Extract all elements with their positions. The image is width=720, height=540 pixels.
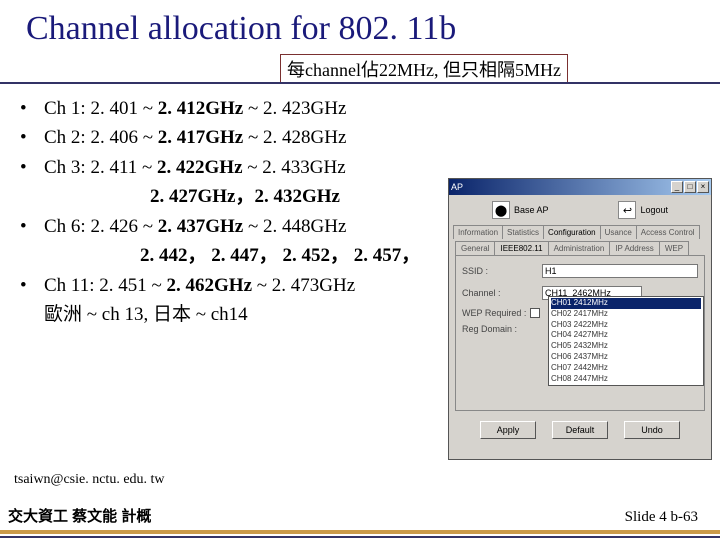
line-ch6: Ch 6: 2. 426 ~ 2. 437GHz ~ 2. 448GHz: [44, 212, 346, 241]
wep-label: WEP Required :: [462, 308, 526, 318]
tab-statistics[interactable]: Statistics: [502, 225, 544, 239]
slide-title: Channel allocation for 802. 11b: [0, 10, 720, 48]
subtab-general[interactable]: General: [455, 241, 495, 255]
list-item[interactable]: CH06 2437MHz: [551, 352, 701, 363]
list-item[interactable]: CH07 2442MHz: [551, 363, 701, 374]
subtab-ieee[interactable]: IEEE802.11: [494, 241, 548, 255]
line-region: 歐洲 ~ ch 13, 日本 ~ ch14: [20, 300, 420, 329]
footer-bar2: [0, 536, 720, 538]
undo-button[interactable]: Undo: [624, 421, 680, 439]
config-window: AP _ □ × ⬤Base AP ↩Logout Information St…: [448, 178, 712, 460]
footer-bar: [0, 530, 720, 534]
top-item-base[interactable]: ⬤Base AP: [492, 201, 549, 219]
tab-configuration[interactable]: Configuration: [543, 225, 601, 239]
list-item[interactable]: CH03 2422MHz: [551, 320, 701, 331]
ssid-input[interactable]: [542, 264, 698, 278]
default-button[interactable]: Default: [552, 421, 608, 439]
line-ch3: Ch 3: 2. 411 ~ 2. 422GHz ~ 2. 433GHz: [44, 153, 346, 182]
list-item[interactable]: CH08 2447MHz: [551, 374, 701, 385]
logout-icon: ↩: [618, 201, 636, 219]
content-area: •Ch 1: 2. 401 ~ 2. 412GHz ~ 2. 423GHz •C…: [20, 94, 420, 330]
line-ch1: Ch 1: 2. 401 ~ 2. 412GHz ~ 2. 423GHz: [44, 94, 346, 123]
reg-label: Reg Domain :: [462, 324, 517, 334]
tab-upgrade[interactable]: Usance: [600, 225, 637, 239]
tab-information[interactable]: Information: [453, 225, 503, 239]
maximize-icon[interactable]: □: [684, 181, 696, 193]
main-tabs: Information Statistics Configuration Usa…: [449, 225, 711, 239]
config-panel: SSID : Channel : WEP Required : Reg Doma…: [455, 255, 705, 411]
subtitle-box: 每channel佔22MHz, 但只相隔5MHz: [280, 54, 568, 84]
line-extra1: 2. 427GHz，2. 432GHz: [150, 186, 340, 207]
window-title: AP: [451, 182, 463, 192]
wep-checkbox[interactable]: [530, 308, 540, 318]
email-text: tsaiwn@csie. nctu. edu. tw: [14, 472, 165, 488]
footer-left: 交大資工 蔡文能 計概: [8, 505, 151, 526]
line-extra2: 2. 442， 2. 447， 2. 452， 2. 457，: [140, 245, 420, 266]
list-item[interactable]: CH02 2417MHz: [551, 309, 701, 320]
channel-label: Channel :: [462, 288, 542, 298]
subtab-ip[interactable]: IP Address: [609, 241, 660, 255]
base-icon: ⬤: [492, 201, 510, 219]
subtab-wep[interactable]: WEP: [659, 241, 689, 255]
channel-listbox[interactable]: CH01 2412MHz CH02 2417MHz CH03 2422MHz C…: [548, 296, 704, 386]
list-item[interactable]: CH09 2452MHz: [551, 384, 701, 386]
sub-tabs: General IEEE802.11 Administration IP Add…: [449, 241, 711, 255]
top-item-logout[interactable]: ↩Logout: [618, 201, 668, 219]
close-icon[interactable]: ×: [697, 181, 709, 193]
list-item[interactable]: CH01 2412MHz: [551, 298, 701, 309]
line-ch11: Ch 11: 2. 451 ~ 2. 462GHz ~ 2. 473GHz: [44, 271, 355, 300]
divider: [0, 82, 720, 84]
ssid-label: SSID :: [462, 266, 542, 276]
window-titlebar[interactable]: AP _ □ ×: [449, 179, 711, 195]
list-item[interactable]: CH05 2432MHz: [551, 341, 701, 352]
footer-right: Slide 4 b-63: [625, 509, 698, 526]
tab-access-control[interactable]: Access Control: [636, 225, 700, 239]
list-item[interactable]: CH04 2427MHz: [551, 330, 701, 341]
minimize-icon[interactable]: _: [671, 181, 683, 193]
subtab-admin[interactable]: Administration: [548, 241, 611, 255]
line-ch2: Ch 2: 2. 406 ~ 2. 417GHz ~ 2. 428GHz: [44, 123, 346, 152]
apply-button[interactable]: Apply: [480, 421, 536, 439]
